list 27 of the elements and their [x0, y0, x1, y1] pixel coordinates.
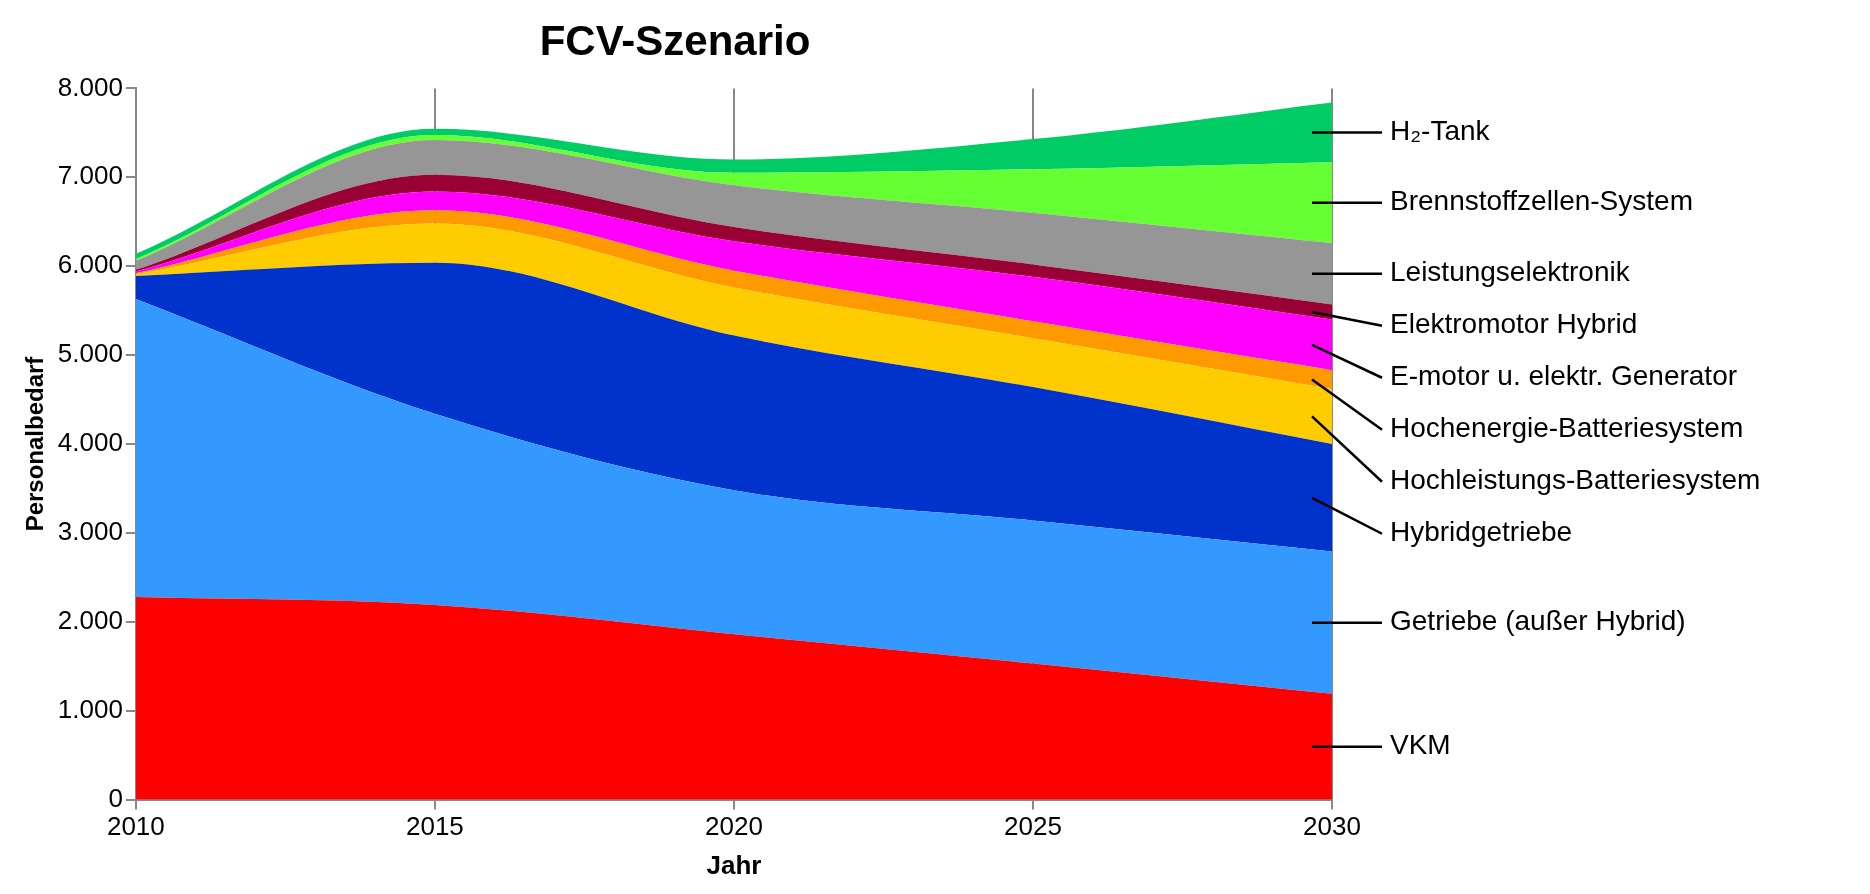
text: Elektromotor Hybrid — [1390, 308, 1638, 340]
x-tick-label: 2010 — [106, 811, 165, 842]
chart-title: FCV-Szenario — [539, 16, 811, 64]
x-tick-label: 2015 — [405, 811, 464, 842]
x-axis-title: Jahr — [706, 849, 762, 880]
text: Brennstoffzellen-System — [1390, 185, 1693, 217]
text: Hochenergie-Batteriesystem — [1390, 412, 1744, 444]
y-tick-label: 3.000 — [57, 516, 123, 547]
y-tick-label: 2.000 — [57, 604, 123, 635]
y-tick-label: 0 — [108, 782, 123, 813]
y-tick-label: 4.000 — [57, 427, 123, 458]
y-tick-label: 5.000 — [57, 338, 123, 369]
y-tick-label: 6.000 — [57, 249, 123, 280]
x-tick-label: 2020 — [705, 811, 763, 842]
text: VKM — [1390, 729, 1451, 761]
y-axis-title: Personalbedarf — [21, 355, 49, 532]
y-tick-label: 8.000 — [57, 71, 123, 102]
text: H₂-Tank — [1390, 115, 1491, 147]
x-tick-label: 2025 — [1004, 811, 1062, 842]
y-tick-label: 7.000 — [57, 160, 123, 191]
text: Getriebe (außer Hybrid) — [1390, 605, 1686, 637]
x-tick-label: 2030 — [1303, 811, 1361, 842]
text: Hochleistungs-Batteriesystem — [1390, 464, 1761, 496]
text: E-motor u. elektr. Generator — [1390, 360, 1738, 392]
y-tick-label: 1.000 — [57, 693, 123, 724]
text: Leistungselektronik — [1390, 256, 1631, 288]
text: Hybridgetriebe — [1390, 516, 1573, 548]
